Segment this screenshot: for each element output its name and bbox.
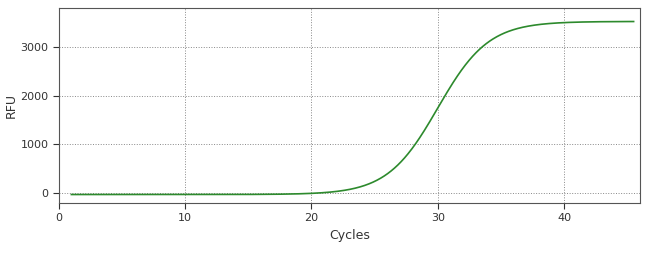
- Y-axis label: RFU: RFU: [5, 93, 18, 118]
- X-axis label: Cycles: Cycles: [329, 229, 370, 242]
